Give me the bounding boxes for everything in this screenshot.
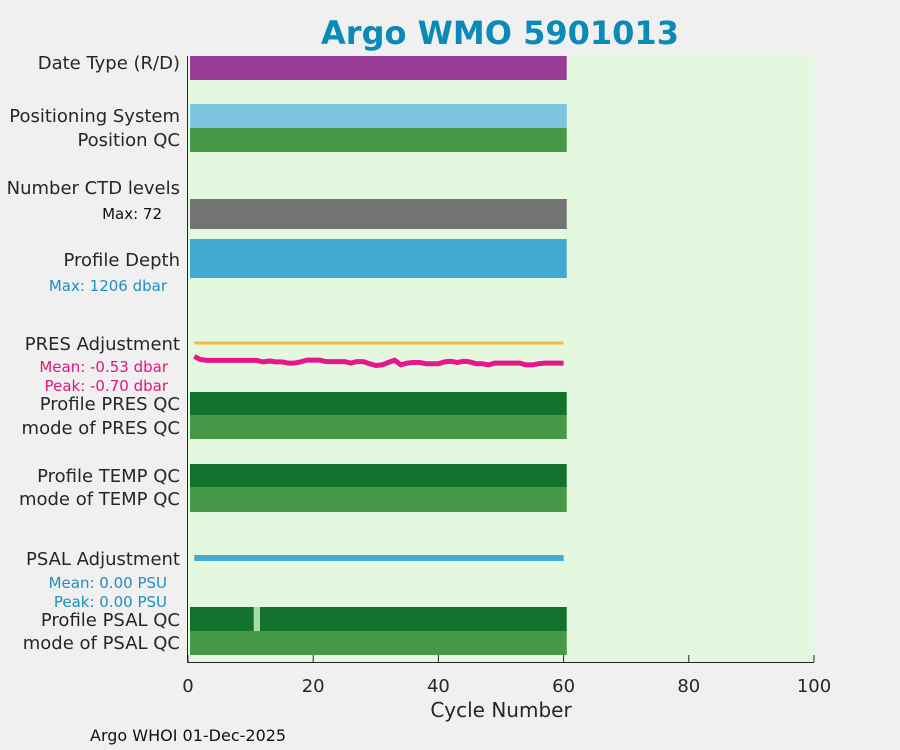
x-tick-label: 100 [797, 676, 831, 697]
mode-psal-qc-bar [190, 631, 567, 655]
row-label-position-qc: Position QC [77, 130, 180, 151]
date-type-bar [190, 56, 567, 80]
row-label-mode-psal-qc: mode of PSAL QC [23, 633, 180, 654]
profile-temp-qc-bar [190, 464, 567, 487]
pres-adjustment-line [193, 354, 564, 368]
pres-mean-annotation: Mean: -0.53 dbar [39, 358, 169, 376]
ctd-levels-bar [190, 199, 567, 229]
psal-adjustment-bar [194, 555, 564, 561]
pres-peak-annotation: Peak: -0.70 dbar [45, 377, 169, 395]
row-label-mode-pres-qc: mode of PRES QC [22, 418, 180, 439]
x-tick-label: 60 [552, 676, 575, 697]
row-label-profile-depth: Profile Depth [63, 250, 180, 271]
psal-mean-annotation: Mean: 0.00 PSU [49, 574, 167, 592]
x-tick-label: 20 [302, 676, 325, 697]
row-label-profile-pres-qc: Profile PRES QC [40, 394, 180, 415]
x-tick-label: 40 [427, 676, 450, 697]
row-label-mode-temp-qc: mode of TEMP QC [19, 489, 180, 510]
row-label-profile-temp-qc: Profile TEMP QC [37, 466, 180, 487]
mode-pres-qc-bar [190, 415, 567, 439]
ctd-max-annotation: Max: 72 [102, 205, 162, 223]
profile-pres-qc-bar [190, 392, 567, 415]
row-label-psal-adjustment: PSAL Adjustment [26, 549, 180, 570]
mode-temp-qc-bar [190, 487, 567, 512]
x-tick-label: 80 [677, 676, 700, 697]
row-label-date-type: Date Type (R/D) [38, 53, 180, 74]
psal-qc-flag-mark [253, 607, 260, 631]
profile-psal-qc-bar [190, 607, 567, 631]
row-label-positioning-system: Positioning System [9, 106, 180, 127]
positioning-system-bar [190, 104, 567, 128]
position-qc-bar [190, 128, 567, 152]
row-label-pres-adjustment: PRES Adjustment [25, 334, 180, 355]
x-axis-label: Cycle Number [430, 698, 572, 722]
footer-credit: Argo WHOI 01-Dec-2025 [90, 726, 286, 745]
x-tick-label: 0 [182, 676, 193, 697]
row-label-ctd-levels: Number CTD levels [7, 178, 180, 199]
profile-depth-bar [190, 239, 567, 278]
depth-max-annotation: Max: 1206 dbar [49, 277, 168, 295]
chart-title: Argo WMO 5901013 [321, 14, 679, 52]
psal-peak-annotation: Peak: 0.00 PSU [54, 593, 167, 611]
row-label-profile-psal-qc: Profile PSAL QC [41, 610, 180, 631]
